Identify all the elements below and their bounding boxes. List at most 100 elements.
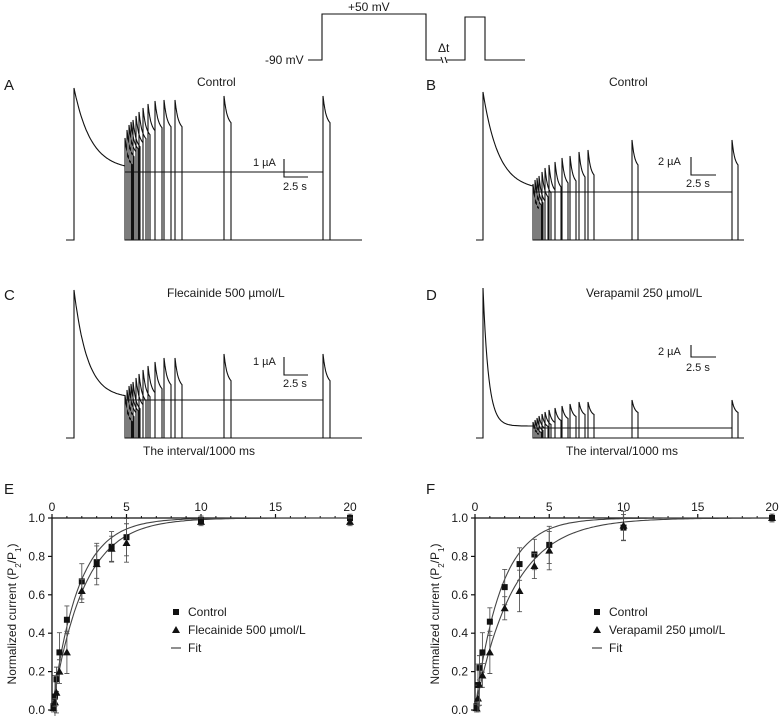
panel-a-letter: A: [4, 77, 14, 94]
data-point-drug: [92, 560, 101, 568]
panel-f-letter: F: [426, 481, 435, 498]
legend-label: Control: [188, 605, 227, 619]
data-point-drug: [346, 517, 354, 525]
y-tick-label: 0.8: [28, 549, 45, 563]
data-point-drug: [49, 704, 58, 712]
protocol-delta-t: Δt: [438, 41, 450, 55]
x-tick-label: 5: [546, 500, 553, 514]
x-tick-label: 10: [617, 500, 631, 514]
data-point-drug: [50, 698, 59, 706]
y-tick-label: 0.2: [451, 665, 468, 679]
panel-d-xlabel: The interval/1000 ms: [566, 444, 678, 458]
data-point-control: [479, 649, 486, 656]
data-point-drug: [485, 648, 494, 656]
panel-a-scale-x: 2.5 s: [283, 181, 307, 193]
panel-b-scale-x: 2.5 s: [686, 178, 710, 190]
y-axis-label: Normalized current (P2/P1): [428, 544, 446, 685]
panel-b-letter: B: [426, 77, 436, 94]
data-point-drug: [478, 671, 487, 679]
data-point-control: [51, 693, 58, 700]
data-point-drug: [515, 586, 524, 594]
panel-c-xlabel: The interval/1000 ms: [143, 444, 255, 458]
panel-e-letter: E: [4, 481, 14, 498]
panel-c-scale-y: 1 µA: [253, 356, 277, 368]
protocol-break: [440, 56, 448, 64]
y-tick-label: 0.4: [28, 626, 45, 640]
data-point-drug: [197, 517, 205, 525]
panel-b-title: Control: [609, 75, 648, 89]
data-point-drug: [62, 648, 71, 656]
protocol-high-voltage: +50 mV: [348, 0, 390, 14]
data-point-control: [56, 649, 63, 656]
data-point-drug: [530, 562, 539, 569]
panel-c-scale-x: 2.5 s: [283, 378, 307, 390]
data-point-control: [486, 618, 493, 625]
panel-b-scale-y: 2 µA: [658, 156, 682, 168]
legend-marker-control: [594, 609, 600, 615]
panel-c-scale-bar: [283, 357, 308, 376]
y-tick-label: 0.6: [28, 588, 45, 602]
legend-label: Fit: [188, 641, 202, 655]
y-tick-label: 0.0: [28, 703, 45, 716]
panel-a-title: Control: [197, 75, 236, 89]
panel-d-scale-x: 2.5 s: [686, 362, 710, 374]
data-point-drug: [475, 681, 484, 689]
data-point-drug: [52, 688, 61, 696]
legend-label: Verapamil 250 µmol/L: [609, 623, 726, 637]
panel-b-scale-bar: [690, 157, 716, 176]
panel-b: B Control 2 µA 2.5 s: [426, 75, 744, 241]
panel-a: A Control 1 µA 2.5 s: [4, 75, 362, 241]
panel-d-title: Verapamil 250 µmol/L: [586, 286, 703, 300]
legend-label: Control: [609, 605, 648, 619]
x-tick-label: 0: [472, 500, 479, 514]
y-tick-label: 0.6: [451, 588, 468, 602]
panel-c-letter: C: [4, 287, 15, 304]
data-point-drug: [500, 604, 509, 612]
legend-marker-control: [173, 609, 179, 615]
data-point-drug: [55, 667, 64, 675]
panel-e-chart: E 0 5 10 15 20 0.0 0.2 0.4 0.6 0.8 1.0 Normalized c…: [4, 481, 357, 716]
x-tick-label: 20: [765, 500, 779, 514]
data-point-control: [516, 561, 523, 568]
y-tick-label: 0.4: [451, 626, 468, 640]
y-tick-label: 1.0: [28, 511, 45, 525]
data-point-drug: [545, 546, 554, 554]
legend-label: Fit: [609, 641, 623, 655]
x-tick-label: 15: [269, 500, 283, 514]
legend-marker-drug: [172, 626, 180, 633]
data-point-drug: [768, 514, 776, 521]
data-point-control: [63, 616, 70, 623]
panel-a-current-trace: [66, 87, 362, 241]
panel-c: C Flecainide 500 µmol/L 1 µA 2.5 s The i…: [4, 286, 362, 458]
panel-d-current-trace: [476, 287, 744, 439]
y-tick-label: 1.0: [451, 511, 468, 525]
legend-label: Flecainide 500 µmol/L: [188, 623, 306, 637]
y-tick-label: 0.8: [451, 549, 468, 563]
panel-d-letter: D: [426, 287, 437, 304]
protocol-holding-voltage: -90 mV: [265, 53, 304, 67]
legend-marker-drug: [593, 626, 601, 633]
x-tick-label: 10: [194, 500, 208, 514]
panel-d-scale-y: 2 µA: [658, 346, 682, 358]
voltage-protocol: +50 mV -90 mV Δt: [265, 0, 525, 67]
data-point-drug: [122, 538, 131, 546]
data-point-drug: [473, 694, 482, 702]
panel-b-current-trace: [476, 91, 744, 241]
y-axis-label: Normalized current (P2/P1): [5, 544, 23, 685]
y-tick-label: 0.0: [451, 703, 468, 716]
panel-a-scale-y: 1 µA: [253, 157, 277, 169]
panel-c-current-trace: [66, 289, 362, 439]
x-tick-label: 5: [123, 500, 130, 514]
x-tick-label: 20: [343, 500, 357, 514]
data-point-drug: [472, 704, 481, 712]
x-tick-label: 15: [691, 500, 705, 514]
data-point-drug: [619, 521, 628, 529]
panel-a-scale-bar: [283, 159, 308, 178]
data-point-drug: [77, 586, 86, 594]
data-point-control: [501, 584, 508, 591]
panel-d: D Verapamil 250 µmol/L 2 µA 2.5 s The in…: [426, 286, 744, 458]
data-point-drug: [107, 544, 116, 552]
y-tick-label: 0.2: [28, 665, 45, 679]
panel-f-chart: F 0 5 10 15 20 0.0 0.2 0.4 0.6 0.8 1.0 Normalized c…: [426, 481, 779, 716]
